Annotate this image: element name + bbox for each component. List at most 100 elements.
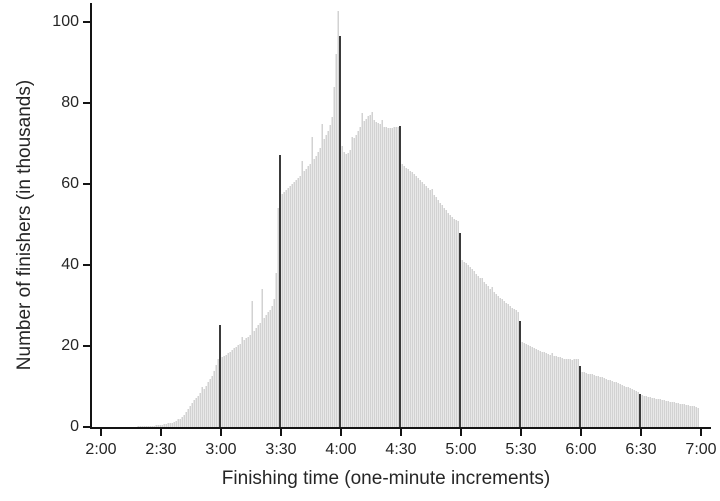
histogram-bar bbox=[665, 400, 667, 427]
histogram-bar bbox=[281, 194, 283, 427]
histogram-bar bbox=[319, 147, 321, 427]
histogram-bar bbox=[425, 186, 427, 427]
histogram-bar bbox=[287, 187, 289, 427]
histogram-bar bbox=[159, 424, 161, 427]
histogram-bar bbox=[621, 384, 623, 427]
histogram-bar bbox=[695, 406, 697, 427]
spike-bar bbox=[339, 36, 341, 427]
histogram-bar bbox=[215, 365, 217, 427]
histogram-bar bbox=[545, 352, 547, 427]
y-axis-title: Number of finishers (in thousands) bbox=[14, 79, 35, 371]
x-tick-mark bbox=[640, 429, 642, 436]
histogram-bar bbox=[333, 86, 335, 427]
histogram-bar bbox=[675, 402, 677, 427]
histogram-bar bbox=[313, 158, 315, 427]
histogram-bar bbox=[321, 124, 323, 427]
histogram-bar bbox=[615, 382, 617, 427]
histogram-bar bbox=[365, 118, 367, 427]
histogram-bar bbox=[467, 265, 469, 427]
histogram-bar bbox=[481, 277, 483, 427]
histogram-bar bbox=[211, 375, 213, 427]
spike-bar bbox=[579, 365, 581, 427]
histogram-bar bbox=[269, 309, 271, 427]
histogram-bar bbox=[335, 54, 337, 427]
plot-area bbox=[91, 0, 713, 427]
histogram-bar bbox=[671, 401, 673, 427]
histogram-bar bbox=[241, 336, 243, 427]
histogram-bar bbox=[493, 292, 495, 427]
histogram-bar bbox=[595, 375, 597, 427]
x-tick-label: 2:30 bbox=[145, 441, 177, 458]
histogram-bar bbox=[529, 346, 531, 427]
histogram-bar bbox=[627, 387, 629, 427]
histogram-bar bbox=[411, 171, 413, 427]
histogram-bar bbox=[565, 358, 567, 427]
y-tick-label: 80 bbox=[61, 94, 79, 111]
histogram-bar bbox=[451, 217, 453, 427]
spike-bar bbox=[219, 325, 221, 427]
histogram-bar bbox=[261, 289, 263, 427]
histogram-bar bbox=[535, 348, 537, 427]
histogram-bar bbox=[573, 359, 575, 427]
histogram-bar bbox=[355, 134, 357, 427]
histogram-bar bbox=[267, 312, 269, 427]
histogram-bar bbox=[677, 403, 679, 427]
histogram-bar bbox=[655, 398, 657, 427]
histogram-bar bbox=[589, 373, 591, 427]
histogram-bar bbox=[343, 151, 345, 427]
histogram-bar bbox=[235, 346, 237, 427]
y-tick-mark bbox=[83, 264, 91, 266]
histogram-bar bbox=[521, 341, 523, 427]
histogram-bar bbox=[643, 395, 645, 427]
x-tick-mark bbox=[700, 429, 702, 436]
histogram-bar bbox=[453, 218, 455, 427]
histogram-bar bbox=[645, 396, 647, 427]
histogram-bar bbox=[537, 349, 539, 427]
y-tick-label: 20 bbox=[61, 337, 79, 354]
histogram-bar bbox=[303, 171, 305, 427]
histogram-bar bbox=[515, 310, 517, 427]
histogram-bar bbox=[179, 418, 181, 427]
histogram-bar bbox=[317, 151, 319, 427]
y-tick-mark bbox=[83, 183, 91, 185]
histogram-bar bbox=[499, 297, 501, 427]
histogram-bar bbox=[511, 307, 513, 427]
histogram-bar bbox=[415, 175, 417, 427]
histogram-bar bbox=[403, 166, 405, 427]
histogram-bar bbox=[673, 402, 675, 427]
histogram-bar bbox=[227, 353, 229, 427]
spike-bar bbox=[399, 126, 401, 427]
histogram-bar bbox=[555, 356, 557, 427]
x-tick-label: 6:30 bbox=[625, 441, 657, 458]
histogram-bar bbox=[597, 375, 599, 427]
histogram-bar bbox=[369, 115, 371, 427]
histogram-bar bbox=[601, 377, 603, 427]
histogram-bar bbox=[203, 388, 205, 427]
histogram-bar bbox=[201, 387, 203, 427]
histogram-bar bbox=[271, 306, 273, 427]
histogram-bar bbox=[187, 409, 189, 427]
histogram-bar bbox=[433, 194, 435, 427]
histogram-bar bbox=[199, 393, 201, 427]
histogram-bar bbox=[385, 127, 387, 427]
histogram-bar bbox=[263, 317, 265, 427]
histogram-bar bbox=[503, 301, 505, 427]
histogram-bar bbox=[679, 403, 681, 427]
histogram-bar bbox=[569, 359, 571, 427]
histogram-bar bbox=[283, 191, 285, 427]
histogram-bar bbox=[245, 338, 247, 427]
histogram-bar bbox=[441, 205, 443, 427]
histogram-bar bbox=[393, 127, 395, 427]
histogram-bar bbox=[173, 421, 175, 427]
x-tick-mark bbox=[400, 429, 402, 436]
histogram-bar bbox=[183, 414, 185, 427]
histogram-bar bbox=[625, 386, 627, 427]
histogram-bar bbox=[465, 263, 467, 427]
spike-bar bbox=[279, 154, 281, 427]
histogram-bar bbox=[697, 407, 699, 427]
x-tick-mark bbox=[100, 429, 102, 436]
histogram-bar bbox=[587, 373, 589, 427]
histogram-bar bbox=[685, 404, 687, 427]
histogram-bar bbox=[247, 336, 249, 427]
histogram-bar bbox=[149, 425, 151, 427]
